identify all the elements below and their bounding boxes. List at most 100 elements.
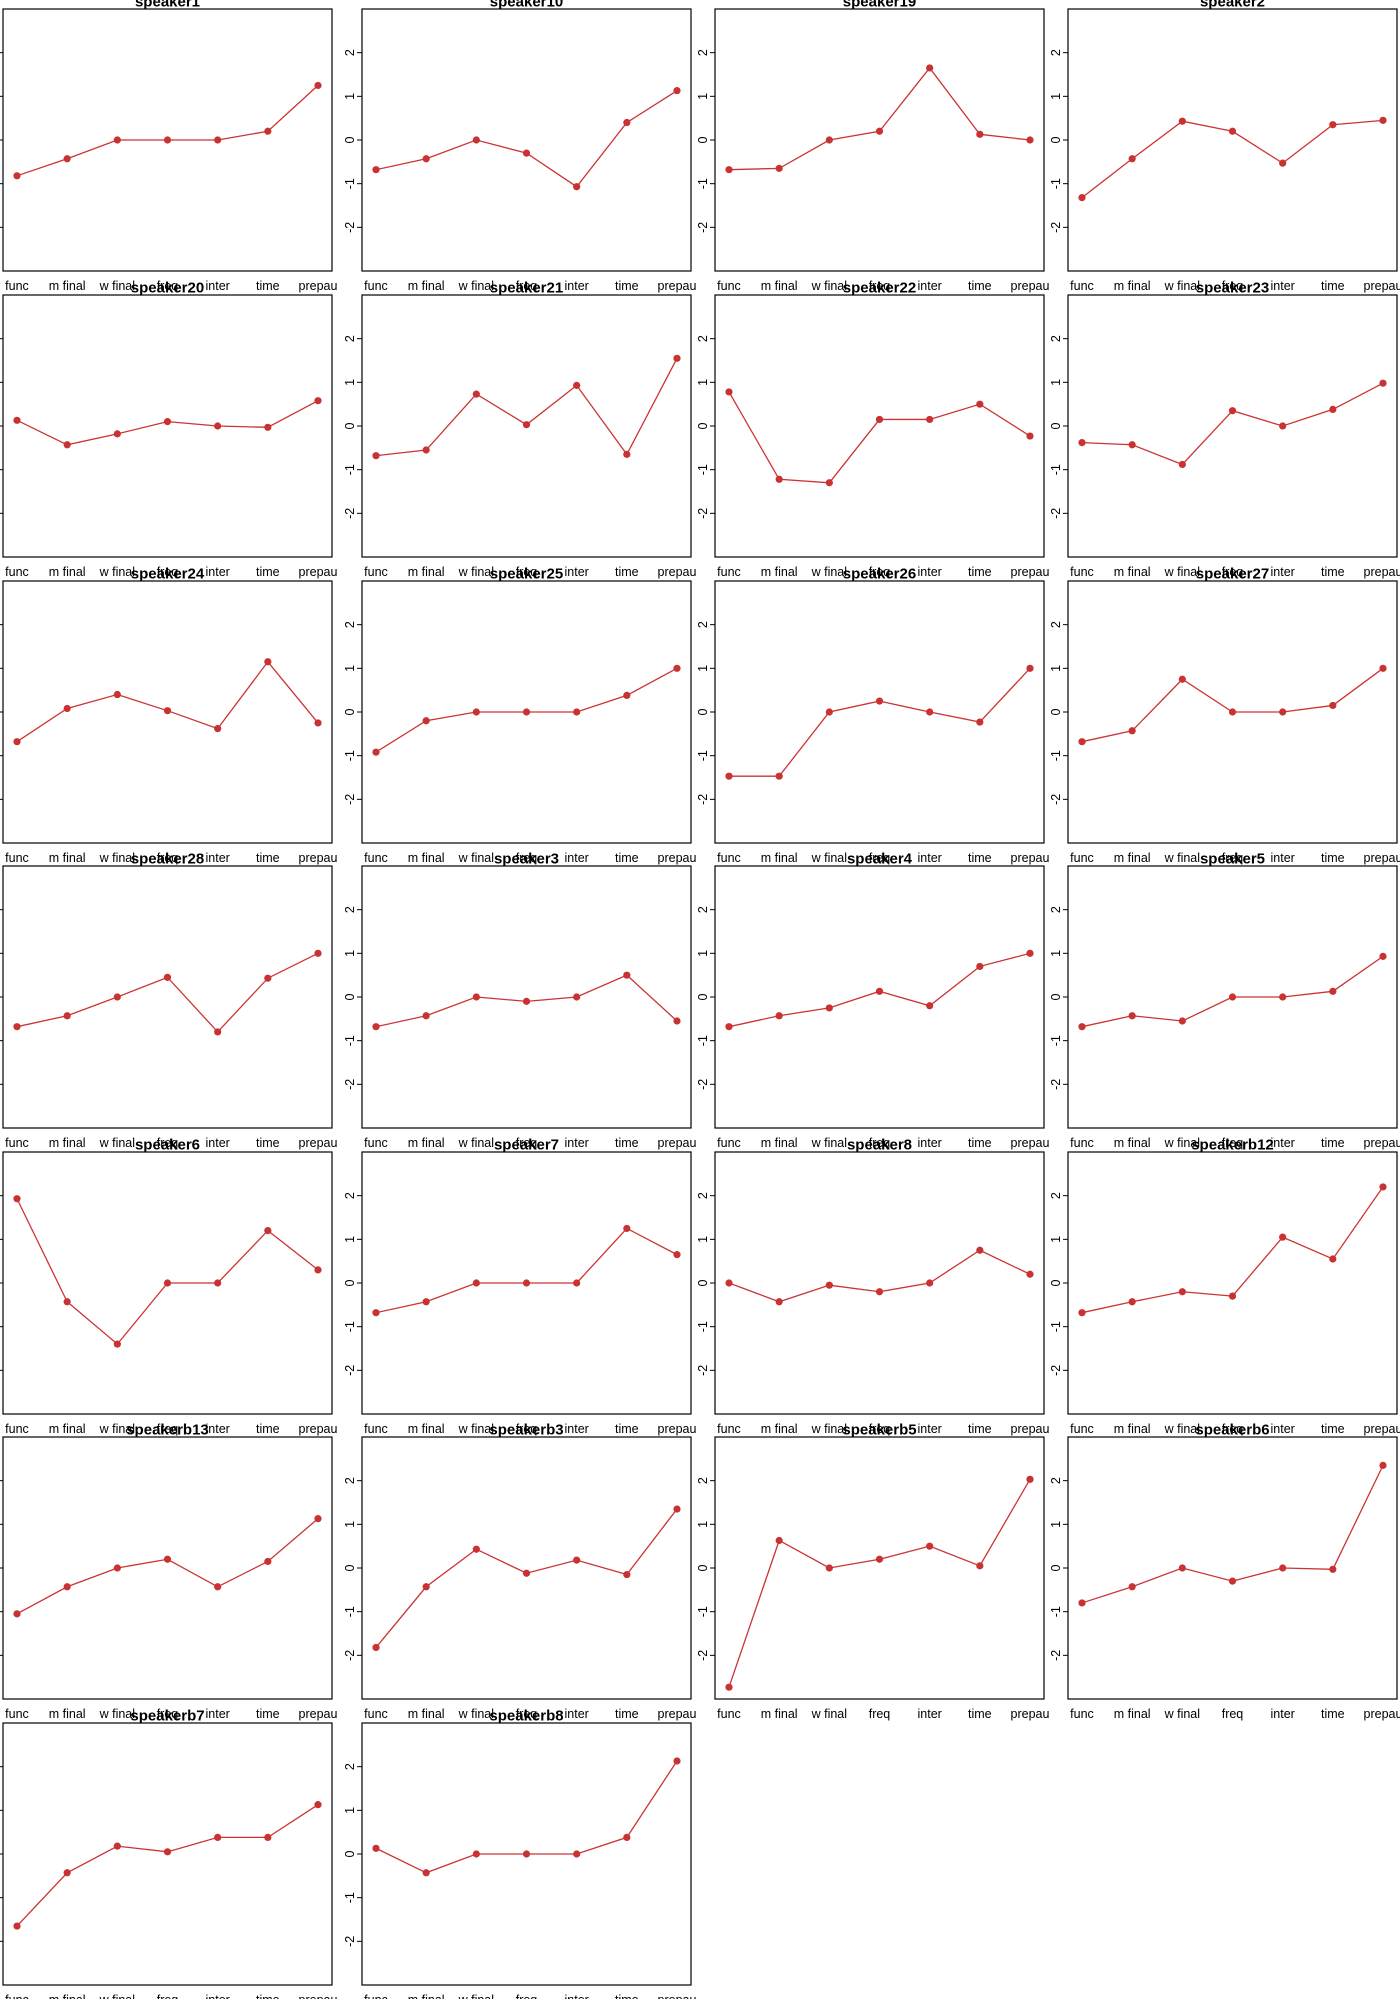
y-tick-label: -2 bbox=[696, 1079, 710, 1090]
data-point bbox=[472, 390, 480, 398]
x-tick-label: time bbox=[968, 1707, 992, 1721]
data-point bbox=[163, 136, 172, 144]
series-line bbox=[1081, 667, 1384, 743]
speaker-panel: speaker25 -2 -1 0 1 2 func m final w final freq in… bbox=[343, 566, 697, 866]
x-tick-label: prepau bbox=[658, 1707, 697, 1721]
x-tick-label: prepau bbox=[1364, 1422, 1400, 1436]
speaker-panel: speaker28 func m final w final freq inter time… bbox=[0, 851, 338, 1150]
data-point bbox=[775, 475, 783, 483]
panel-title: speaker24 bbox=[131, 566, 205, 583]
data-point bbox=[976, 130, 984, 138]
y-tick-label: -2 bbox=[696, 222, 710, 233]
x-tick-label: inter bbox=[565, 1707, 589, 1721]
data-point bbox=[113, 136, 121, 144]
data-point bbox=[875, 987, 884, 995]
y-tick-label: 1 bbox=[1049, 1521, 1063, 1528]
y-tick-label: 0 bbox=[1049, 1564, 1063, 1571]
y-tick-label: 1 bbox=[343, 665, 357, 672]
data-point bbox=[522, 708, 531, 716]
data-point bbox=[673, 664, 681, 672]
y-tick-label: 0 bbox=[1049, 422, 1063, 429]
y-tick-label: -2 bbox=[696, 794, 710, 805]
x-tick-label: time bbox=[256, 565, 280, 579]
x-tick-label: time bbox=[1321, 565, 1345, 579]
data-point bbox=[372, 748, 380, 756]
data-point bbox=[976, 962, 984, 971]
data-point bbox=[214, 136, 222, 144]
y-tick-label: 2 bbox=[1049, 1477, 1063, 1484]
panel-title: speakerb5 bbox=[842, 1422, 916, 1439]
data-point bbox=[775, 772, 783, 780]
data-point bbox=[163, 707, 172, 715]
x-tick-label: time bbox=[1321, 279, 1345, 293]
series-line bbox=[16, 1804, 319, 1927]
y-tick-label: 1 bbox=[696, 93, 710, 100]
data-point bbox=[1379, 664, 1387, 672]
x-tick-label: w final bbox=[1164, 851, 1200, 865]
series-line bbox=[16, 84, 319, 177]
data-point bbox=[372, 166, 380, 174]
y-tick-label: -2 bbox=[343, 1650, 357, 1661]
data-point bbox=[1228, 993, 1237, 1001]
speaker-panel: speaker2 -2 -1 0 1 2 func m final w final freq int… bbox=[1049, 0, 1400, 293]
data-point bbox=[372, 452, 380, 460]
x-tick-label: w final bbox=[458, 1707, 494, 1721]
x-tick-label: prepau bbox=[1011, 1136, 1050, 1150]
data-point bbox=[63, 1583, 71, 1591]
x-tick-label: prepau bbox=[1011, 279, 1050, 293]
x-tick-label: freq bbox=[1222, 1422, 1244, 1436]
x-tick-label: m final bbox=[408, 279, 445, 293]
data-point bbox=[1379, 379, 1387, 387]
speaker-panel: speaker22 -2 -1 0 1 2 func m final w final freq in… bbox=[696, 280, 1050, 580]
x-tick-label: m final bbox=[761, 1422, 798, 1436]
data-point bbox=[1078, 438, 1086, 447]
x-tick-label: freq bbox=[869, 1136, 891, 1150]
series-line bbox=[728, 1479, 1031, 1688]
series-line bbox=[728, 391, 1031, 484]
series-line bbox=[16, 1198, 319, 1346]
data-point bbox=[1379, 1461, 1387, 1469]
data-point bbox=[13, 416, 21, 424]
data-point bbox=[214, 1028, 222, 1036]
data-point bbox=[163, 973, 172, 981]
x-tick-label: m final bbox=[408, 565, 445, 579]
y-tick-label: 0 bbox=[343, 1564, 357, 1571]
data-point bbox=[1128, 441, 1136, 449]
x-tick-label: prepau bbox=[1011, 1707, 1050, 1721]
plot-frame bbox=[714, 8, 1045, 272]
x-tick-label: w final bbox=[99, 1422, 135, 1436]
y-tick-label: 2 bbox=[696, 335, 710, 342]
x-tick-label: func bbox=[717, 1136, 741, 1150]
data-point bbox=[673, 1017, 681, 1025]
x-tick-label: prepau bbox=[299, 851, 338, 865]
x-tick-label: freq bbox=[1222, 851, 1244, 865]
data-point bbox=[1228, 407, 1237, 415]
x-tick-label: func bbox=[364, 1993, 388, 1999]
panel-title: speaker26 bbox=[843, 566, 916, 583]
data-point bbox=[976, 718, 984, 726]
y-tick-label: -1 bbox=[1049, 178, 1063, 189]
y-tick-label: 2 bbox=[343, 1763, 357, 1770]
x-tick-label: func bbox=[364, 279, 388, 293]
y-tick-label: 2 bbox=[696, 1477, 710, 1484]
y-tick-label: -2 bbox=[343, 1365, 357, 1376]
data-point bbox=[522, 1279, 531, 1287]
y-tick-label: 2 bbox=[343, 335, 357, 342]
x-tick-label: inter bbox=[206, 1422, 230, 1436]
y-tick-label: 1 bbox=[343, 379, 357, 386]
y-tick-label: -1 bbox=[343, 750, 357, 761]
data-point bbox=[472, 708, 480, 716]
panel-title: speakerb8 bbox=[489, 1708, 563, 1725]
x-tick-label: inter bbox=[206, 1136, 230, 1150]
data-point bbox=[13, 1023, 21, 1031]
data-point bbox=[1329, 121, 1337, 129]
x-tick-label: time bbox=[615, 1707, 639, 1721]
data-point bbox=[1078, 738, 1086, 746]
panel-title: speaker5 bbox=[1200, 851, 1265, 868]
x-tick-label: prepau bbox=[299, 1422, 338, 1436]
data-point bbox=[1178, 1288, 1186, 1296]
x-tick-label: freq bbox=[516, 1136, 538, 1150]
x-tick-label: inter bbox=[918, 279, 942, 293]
data-point bbox=[314, 1515, 322, 1523]
